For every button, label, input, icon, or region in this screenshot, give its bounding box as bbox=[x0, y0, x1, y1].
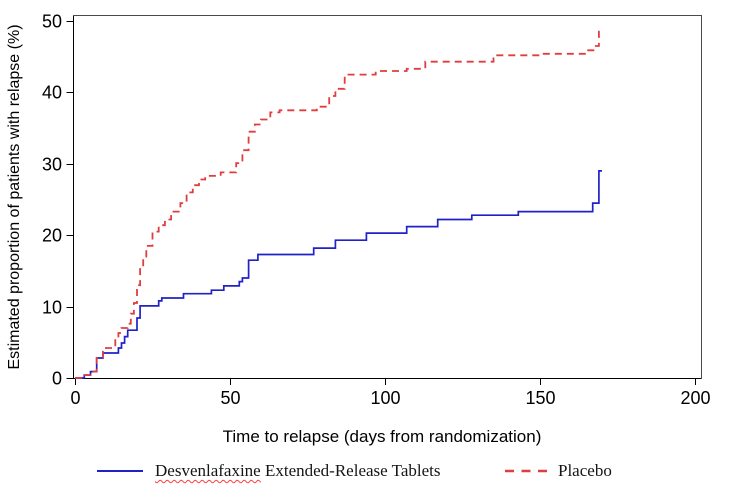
axis-lines bbox=[73, 15, 702, 379]
legend-solid-line-swatch bbox=[97, 470, 143, 472]
y-tick-label: 50 bbox=[42, 12, 62, 32]
legend-label-desvenlafaxine: Desvenlafaxine Extended-Release Tablets bbox=[155, 461, 441, 481]
legend-item-desvenlafaxine: Desvenlafaxine Extended-Release Tablets bbox=[96, 456, 441, 486]
legend-label-drug-rest: Extended-Release Tablets bbox=[260, 461, 441, 480]
y-axis-label: Estimated proportion of patients with re… bbox=[6, 24, 23, 369]
legend-label-drug-word: Desvenlafaxine bbox=[155, 461, 261, 480]
y-tick-label: 0 bbox=[52, 369, 62, 389]
chart-legend: Desvenlafaxine Extended-Release Tablets … bbox=[0, 456, 729, 488]
desvenlafaxine-series-line bbox=[75, 170, 602, 379]
km-chart: 0 10 20 30 40 50 0 50 100 150 200 Estimated propo… bbox=[6, 12, 711, 447]
x-axis-ticks: 0 50 100 150 200 bbox=[70, 378, 711, 408]
y-tick-label: 30 bbox=[42, 155, 62, 175]
legend-label-placebo: Placebo bbox=[558, 461, 612, 480]
placebo-series-line bbox=[75, 29, 603, 379]
legend-item-placebo: Placebo bbox=[505, 456, 612, 486]
plot-border bbox=[73, 15, 702, 379]
x-tick-label: 50 bbox=[220, 388, 240, 408]
y-tick-label: 20 bbox=[42, 226, 62, 246]
x-tick-label: 150 bbox=[525, 388, 555, 408]
y-tick-label: 40 bbox=[42, 83, 62, 103]
x-tick-label: 0 bbox=[70, 388, 80, 408]
y-tick-label: 10 bbox=[42, 298, 62, 318]
x-tick-label: 100 bbox=[370, 388, 400, 408]
y-axis-ticks: 0 10 20 30 40 50 bbox=[42, 12, 73, 389]
legend-dashed-line-swatch bbox=[505, 469, 547, 473]
x-axis-label: Time to relapse (days from randomization… bbox=[223, 427, 542, 446]
x-tick-label: 200 bbox=[680, 388, 710, 408]
